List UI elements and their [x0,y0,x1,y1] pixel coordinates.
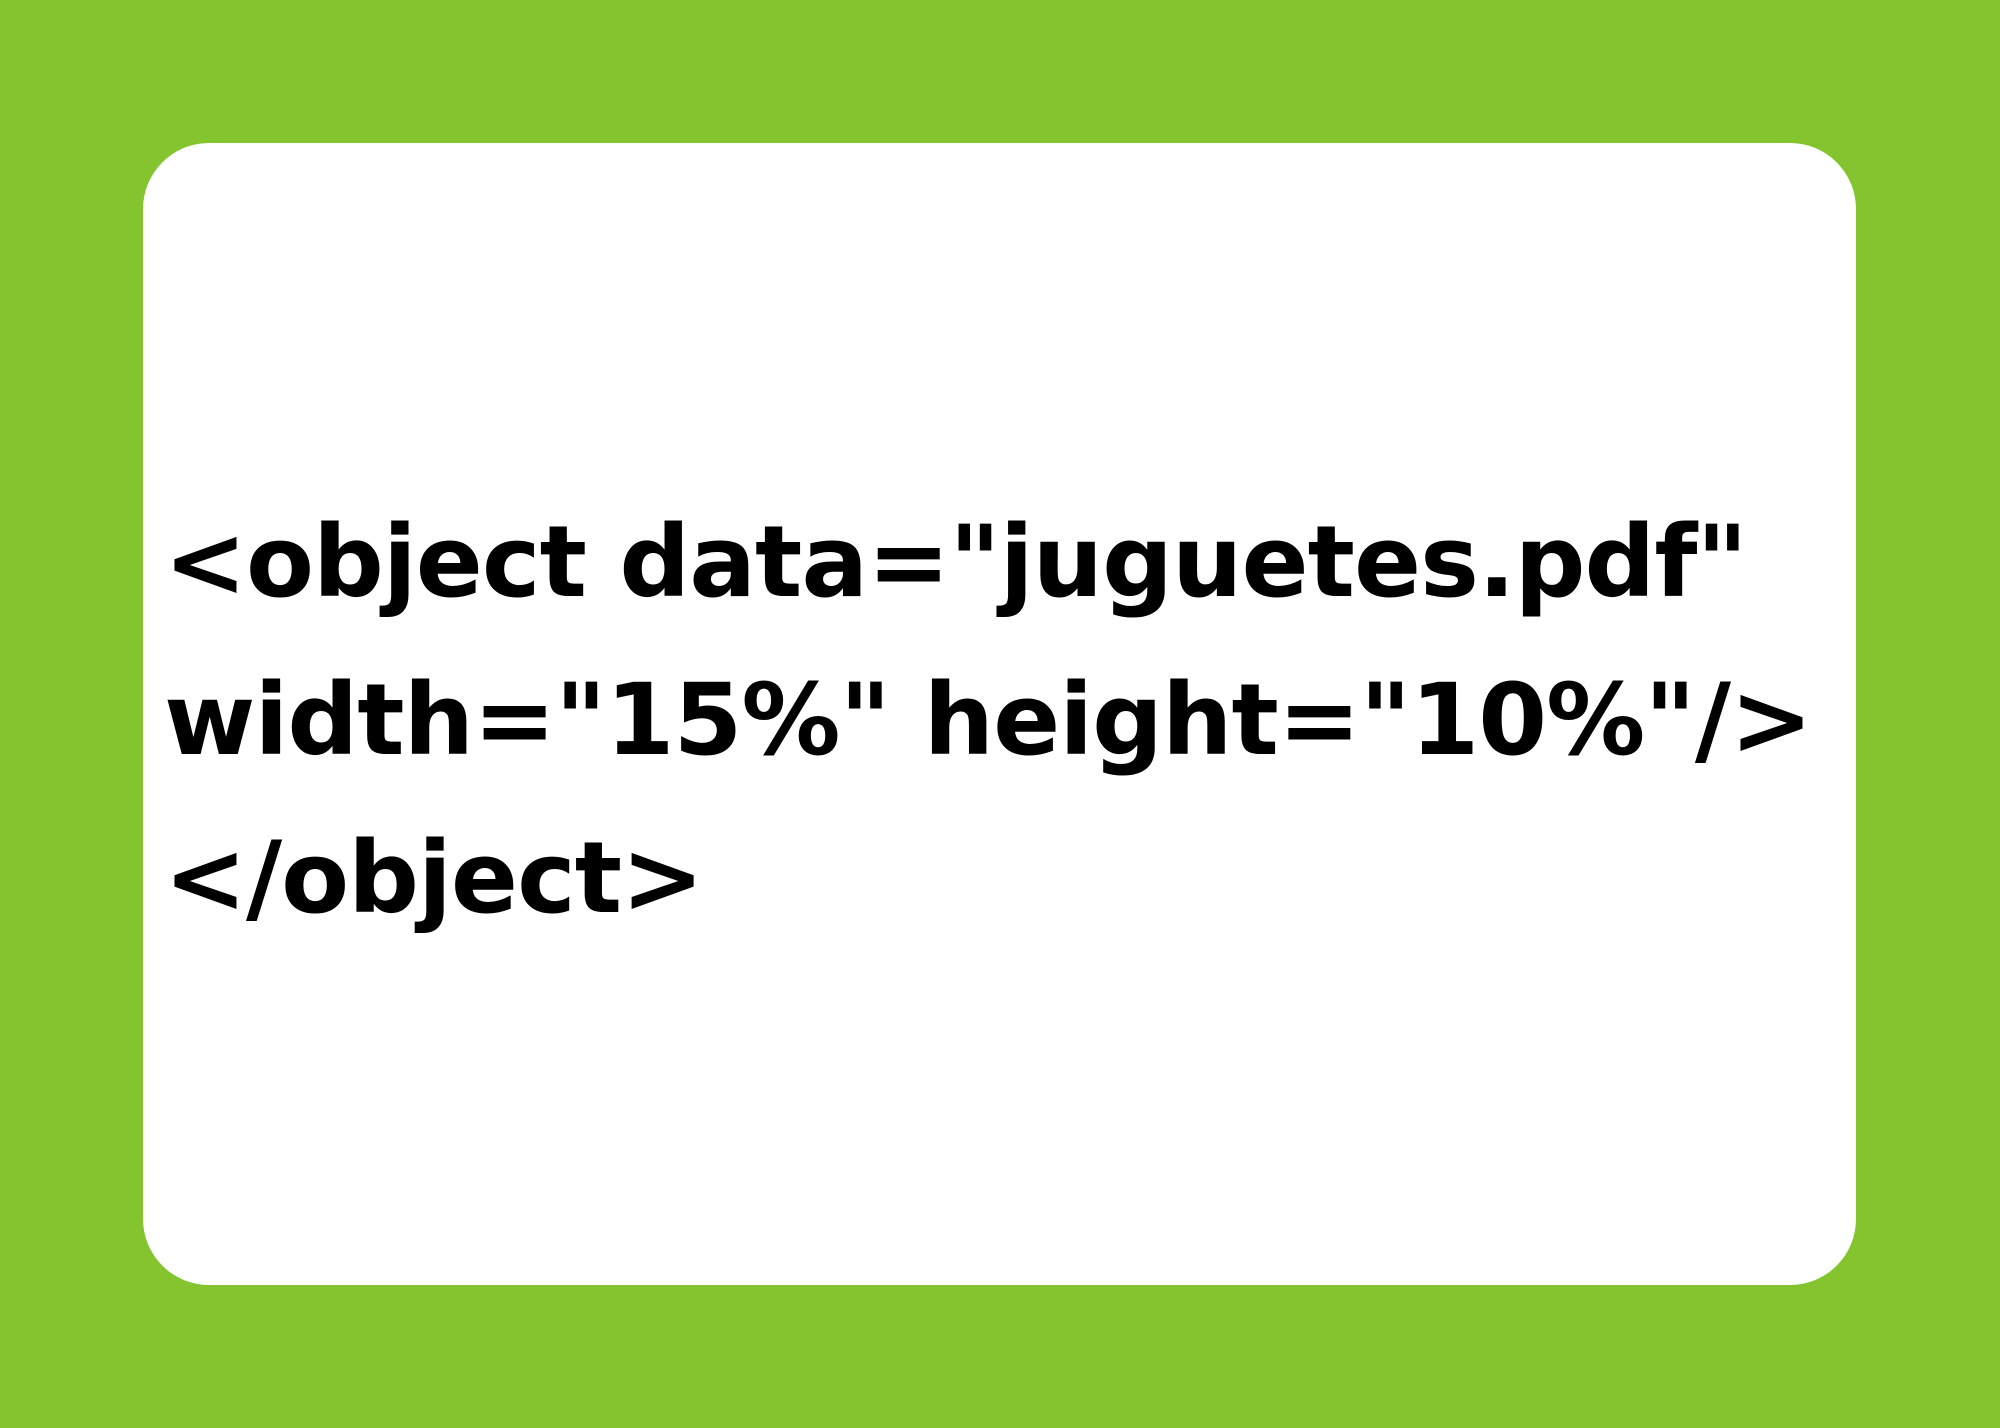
white-card [143,143,1856,1285]
code-line-1: <object data="juguetes.pdf" [164,505,1748,620]
code-snippet: <object data="juguetes.pdf" width="15%" … [164,484,1864,958]
code-line-3: </object> [164,821,704,936]
code-line-2: width="15%" height="10%"/> [164,663,1813,778]
